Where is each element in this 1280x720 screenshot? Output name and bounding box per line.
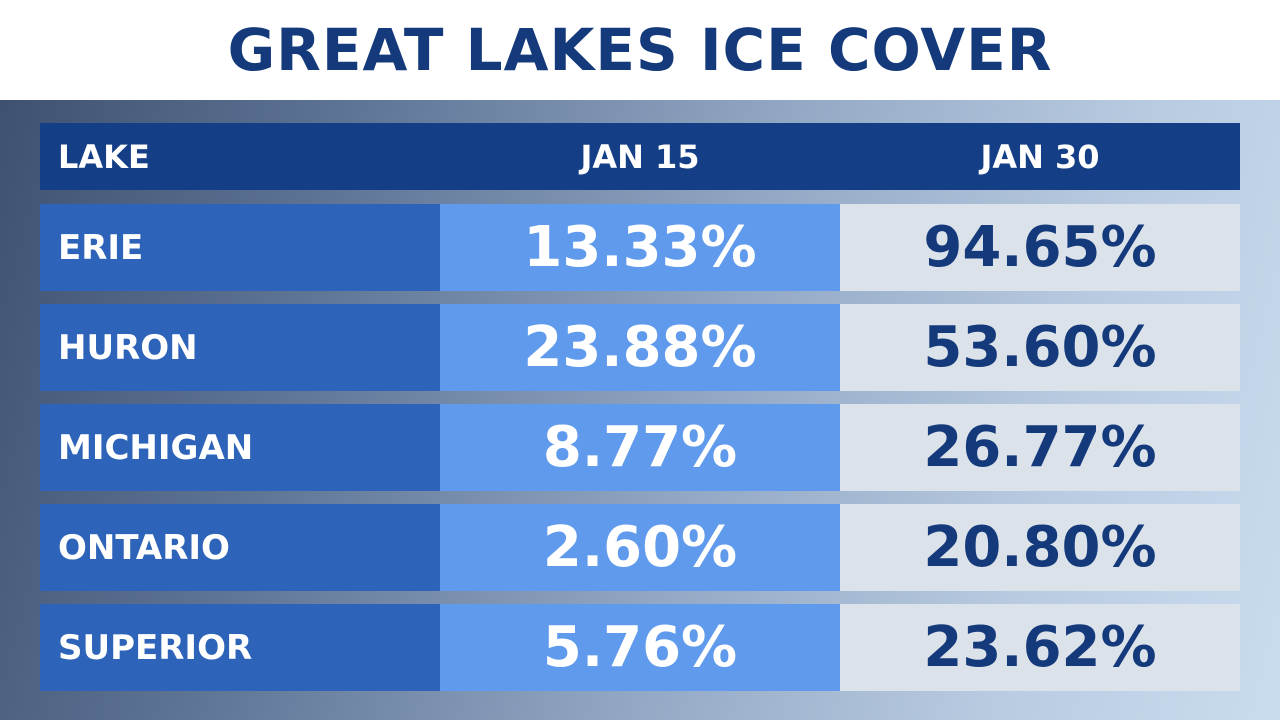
jan30-value-cell: 26.77% — [840, 404, 1240, 491]
title-band: GREAT LAKES ICE COVER — [0, 0, 1280, 100]
jan15-value-cell: 5.76% — [440, 604, 840, 691]
jan15-value-cell: 8.77% — [440, 404, 840, 491]
jan15-value-cell: 2.60% — [440, 504, 840, 591]
table-row-ontario: ONTARIO 2.60% 20.80% — [40, 504, 1240, 591]
lake-name-cell: ERIE — [40, 204, 440, 291]
lake-name-cell: ONTARIO — [40, 504, 440, 591]
table-row-erie: ERIE 13.33% 94.65% — [40, 204, 1240, 291]
jan30-value-cell: 23.62% — [840, 604, 1240, 691]
table-header-row: LAKE JAN 15 JAN 30 — [40, 123, 1240, 190]
jan30-value-cell: 94.65% — [840, 204, 1240, 291]
lake-name-cell: HURON — [40, 304, 440, 391]
jan15-value-cell: 23.88% — [440, 304, 840, 391]
chart-title: GREAT LAKES ICE COVER — [227, 16, 1053, 84]
column-header-jan30: JAN 30 — [980, 137, 1100, 176]
jan15-value-cell: 13.33% — [440, 204, 840, 291]
table-row-superior: SUPERIOR 5.76% 23.62% — [40, 604, 1240, 691]
table-row-huron: HURON 23.88% 53.60% — [40, 304, 1240, 391]
lake-name-cell: MICHIGAN — [40, 404, 440, 491]
lake-name-cell: SUPERIOR — [40, 604, 440, 691]
jan30-value-cell: 20.80% — [840, 504, 1240, 591]
table-row-michigan: MICHIGAN 8.77% 26.77% — [40, 404, 1240, 491]
column-header-lake: LAKE — [58, 137, 150, 176]
column-header-jan15: JAN 15 — [580, 137, 700, 176]
jan30-value-cell: 53.60% — [840, 304, 1240, 391]
